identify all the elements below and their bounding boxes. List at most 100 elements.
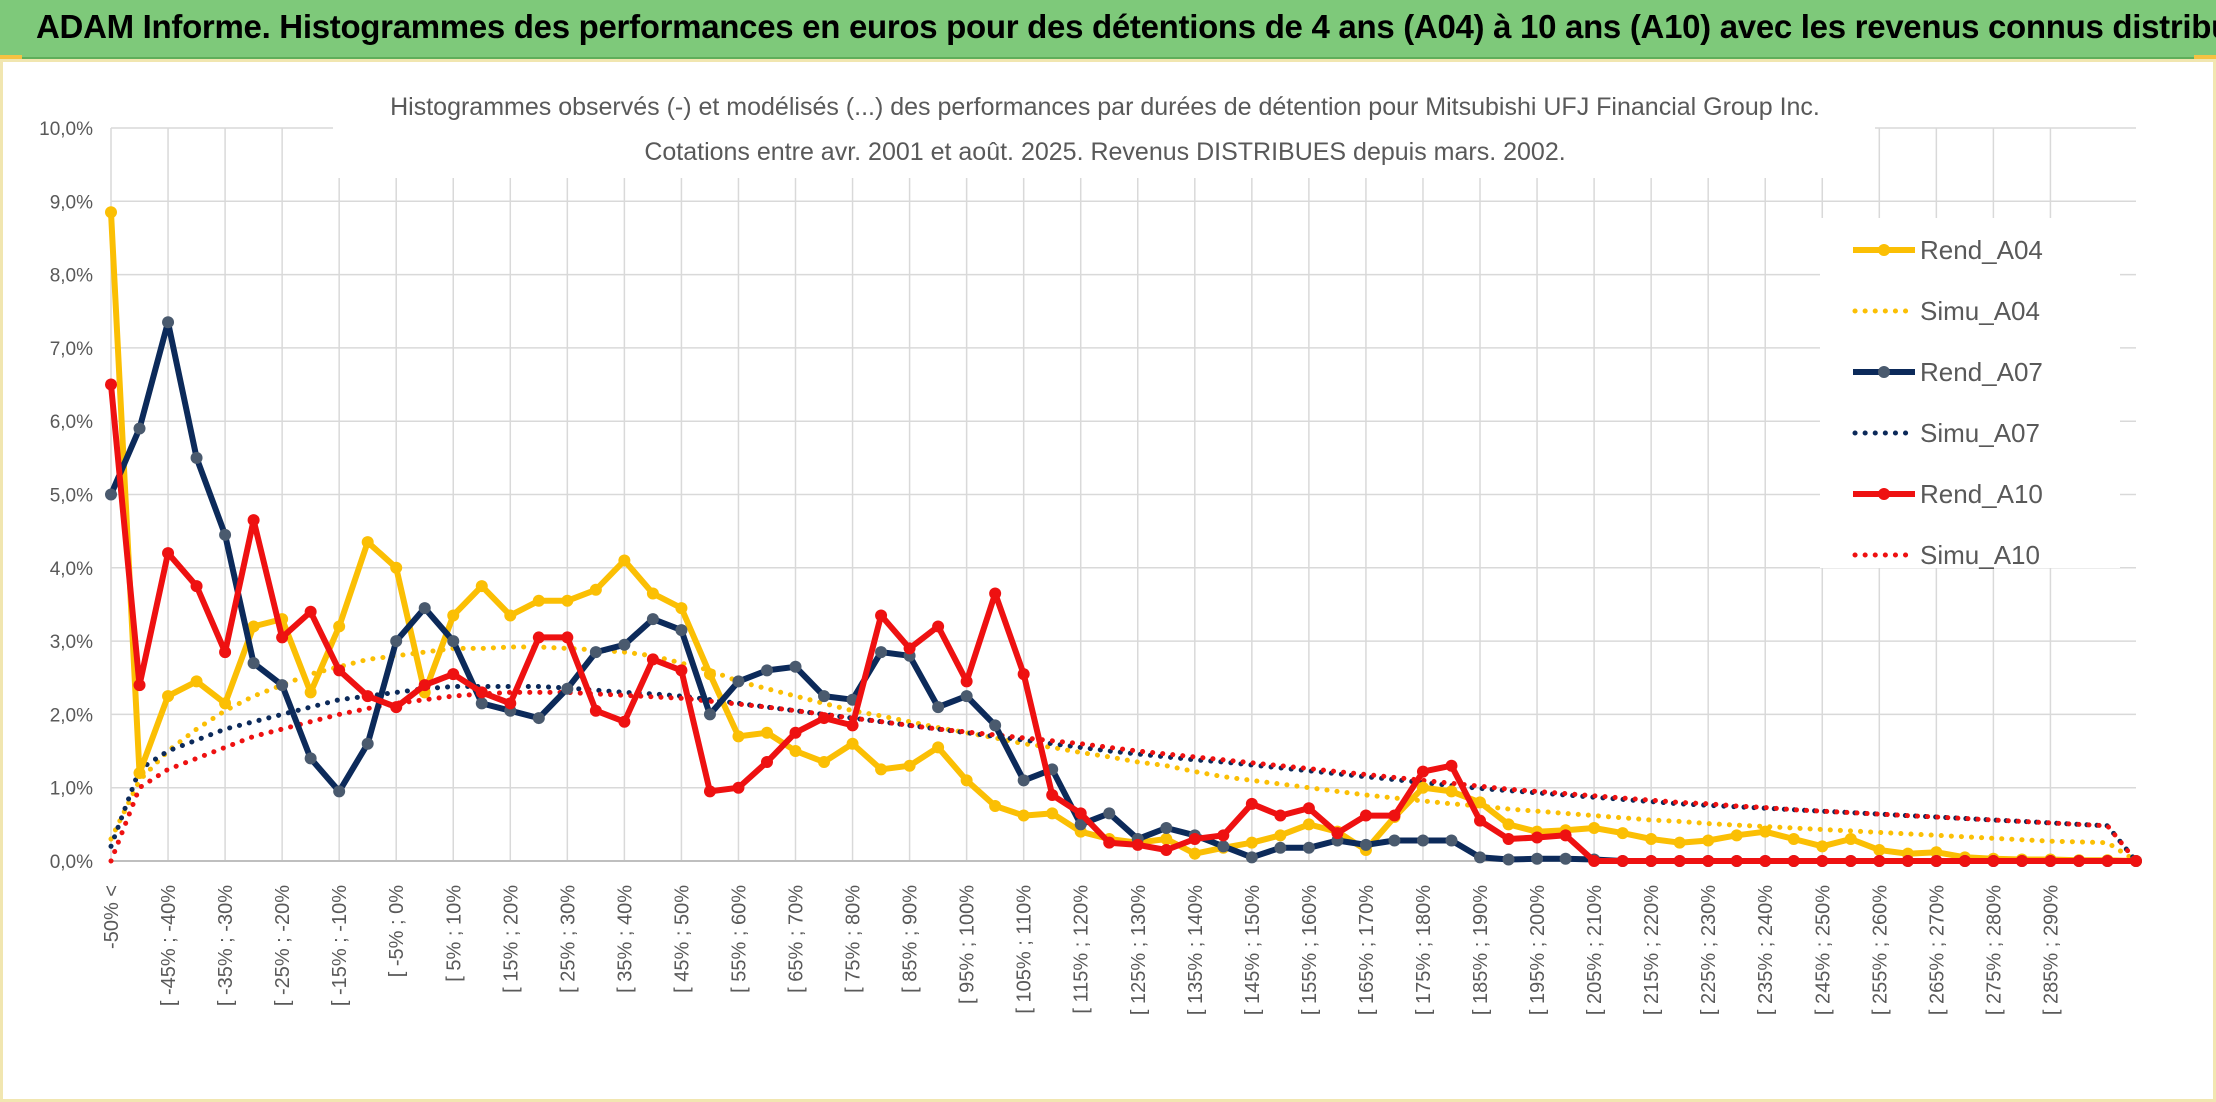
data-point	[1445, 759, 1458, 772]
data-point	[1388, 809, 1401, 822]
data-point	[1046, 807, 1059, 820]
data-point	[732, 675, 745, 688]
data-point	[618, 554, 631, 567]
data-point	[504, 697, 517, 710]
data-point	[1873, 855, 1886, 867]
data-point	[1302, 841, 1315, 854]
data-point	[1759, 825, 1772, 838]
data-point	[532, 712, 545, 725]
data-point	[1188, 833, 1201, 846]
data-point	[760, 726, 773, 739]
legend-label: Rend_A07	[1920, 357, 2043, 387]
x-tick-label: -50% <	[101, 885, 123, 949]
series-Simu_A04	[108, 644, 2139, 864]
data-point	[1103, 807, 1116, 820]
x-tick-label: [ 5% ; 10%	[443, 885, 465, 982]
data-point	[1844, 833, 1857, 846]
data-point	[390, 701, 403, 714]
data-point	[1559, 829, 1572, 842]
data-point	[561, 594, 574, 607]
x-tick-label: [ 275% ; 280%	[1983, 885, 2005, 1015]
data-point	[618, 715, 631, 728]
data-point	[2015, 855, 2028, 867]
x-tick-label: [ 195% ; 200%	[1527, 885, 1549, 1015]
data-point	[875, 763, 888, 776]
data-point	[960, 675, 973, 688]
data-point	[276, 631, 289, 644]
x-tick-label: [ -35% ; -30%	[215, 885, 237, 1006]
data-point	[418, 679, 431, 692]
data-point	[1559, 852, 1572, 865]
data-point	[190, 451, 203, 464]
data-point	[1673, 836, 1686, 849]
data-point	[1245, 836, 1258, 849]
x-tick-label: [ 175% ; 180%	[1413, 885, 1435, 1015]
data-point	[1474, 851, 1487, 864]
data-point	[675, 602, 688, 615]
x-tick-label: [ 155% ; 160%	[1299, 885, 1321, 1015]
data-point	[1274, 829, 1287, 842]
banner-title: ADAM Informe. Histogrammes des performan…	[36, 8, 2216, 45]
data-point	[1331, 827, 1344, 840]
x-tick-label: [ 55% ; 60%	[728, 885, 750, 993]
data-point	[989, 800, 1002, 813]
y-tick-label: 5,0%	[50, 486, 93, 507]
data-point	[133, 422, 146, 435]
data-point	[162, 547, 175, 560]
data-point	[304, 605, 317, 618]
data-point	[1445, 834, 1458, 847]
data-point	[105, 378, 117, 391]
x-tick-label: [ 235% ; 240%	[1755, 885, 1777, 1015]
series-line	[108, 644, 2139, 864]
data-point	[1531, 852, 1544, 865]
legend-label: Simu_A04	[1920, 296, 2040, 326]
data-point	[875, 609, 888, 622]
data-point	[304, 686, 317, 699]
y-tick-label: 8,0%	[50, 266, 93, 287]
data-point	[1160, 844, 1173, 857]
data-point	[1502, 818, 1515, 831]
data-point	[418, 602, 431, 615]
data-point	[732, 730, 745, 743]
chart-subtitle: Cotations entre avr. 2001 et août. 2025.…	[644, 138, 1565, 166]
data-point	[1274, 809, 1287, 822]
y-tick-label: 1,0%	[50, 779, 93, 800]
data-point	[1359, 809, 1372, 822]
data-point	[333, 620, 346, 633]
legend-label: Simu_A10	[1920, 540, 2040, 570]
data-point	[1816, 855, 1829, 867]
data-point	[1245, 797, 1258, 810]
x-tick-label: [ 105% ; 110%	[1014, 885, 1036, 1014]
data-point	[390, 561, 403, 574]
data-point	[732, 781, 745, 794]
x-tick-label: [ -5% ; 0%	[386, 885, 408, 977]
data-point	[589, 583, 602, 596]
data-point	[875, 646, 888, 659]
data-point	[818, 756, 831, 769]
y-tick-label: 7,0%	[50, 339, 93, 360]
data-point	[1217, 829, 1230, 842]
data-point	[818, 712, 831, 725]
corner-accent-right	[2194, 55, 2216, 59]
data-point	[247, 657, 260, 670]
y-tick-label: 0,0%	[50, 852, 93, 873]
data-point	[789, 726, 802, 739]
data-point	[1302, 818, 1315, 831]
legend-label: Rend_A04	[1920, 235, 2043, 265]
data-point	[932, 701, 945, 714]
data-point	[1445, 785, 1458, 798]
y-tick-label: 2,0%	[50, 705, 93, 726]
y-tick-label: 10,0%	[39, 119, 93, 140]
data-point	[361, 536, 374, 549]
data-point	[1103, 836, 1116, 849]
x-tick-label: [ 65% ; 70%	[786, 885, 808, 993]
legend-marker	[1878, 366, 1890, 378]
x-tick-label: [ 75% ; 80%	[843, 885, 865, 993]
data-point	[1416, 765, 1429, 778]
x-tick-label: [ 95% ; 100%	[957, 885, 979, 1004]
data-point	[2044, 855, 2057, 867]
data-point	[162, 316, 175, 329]
y-tick-label: 3,0%	[50, 632, 93, 653]
data-point	[1131, 838, 1144, 851]
data-point	[989, 587, 1002, 600]
